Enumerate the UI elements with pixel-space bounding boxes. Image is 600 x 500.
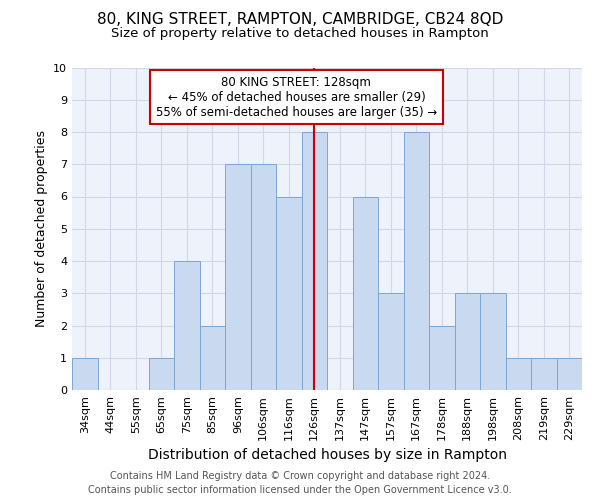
Bar	[429, 326, 455, 390]
Bar	[251, 164, 276, 390]
Bar	[174, 261, 199, 390]
Text: Contains HM Land Registry data © Crown copyright and database right 2024.
Contai: Contains HM Land Registry data © Crown c…	[88, 471, 512, 495]
Bar	[531, 358, 557, 390]
Text: 80 KING STREET: 128sqm
← 45% of detached houses are smaller (29)
55% of semi-det: 80 KING STREET: 128sqm ← 45% of detached…	[156, 76, 437, 118]
Bar	[404, 132, 429, 390]
Text: Size of property relative to detached houses in Rampton: Size of property relative to detached ho…	[111, 28, 489, 40]
Bar	[199, 326, 225, 390]
Bar	[276, 196, 302, 390]
X-axis label: Distribution of detached houses by size in Rampton: Distribution of detached houses by size …	[148, 448, 506, 462]
Text: 80, KING STREET, RAMPTON, CAMBRIDGE, CB24 8QD: 80, KING STREET, RAMPTON, CAMBRIDGE, CB2…	[97, 12, 503, 28]
Y-axis label: Number of detached properties: Number of detached properties	[35, 130, 47, 327]
Bar	[480, 293, 505, 390]
Bar	[378, 293, 404, 390]
Bar	[557, 358, 582, 390]
Bar	[455, 293, 480, 390]
Bar	[72, 358, 97, 390]
Bar	[225, 164, 251, 390]
Bar	[149, 358, 174, 390]
Bar	[302, 132, 327, 390]
Bar	[505, 358, 531, 390]
Bar	[353, 196, 378, 390]
